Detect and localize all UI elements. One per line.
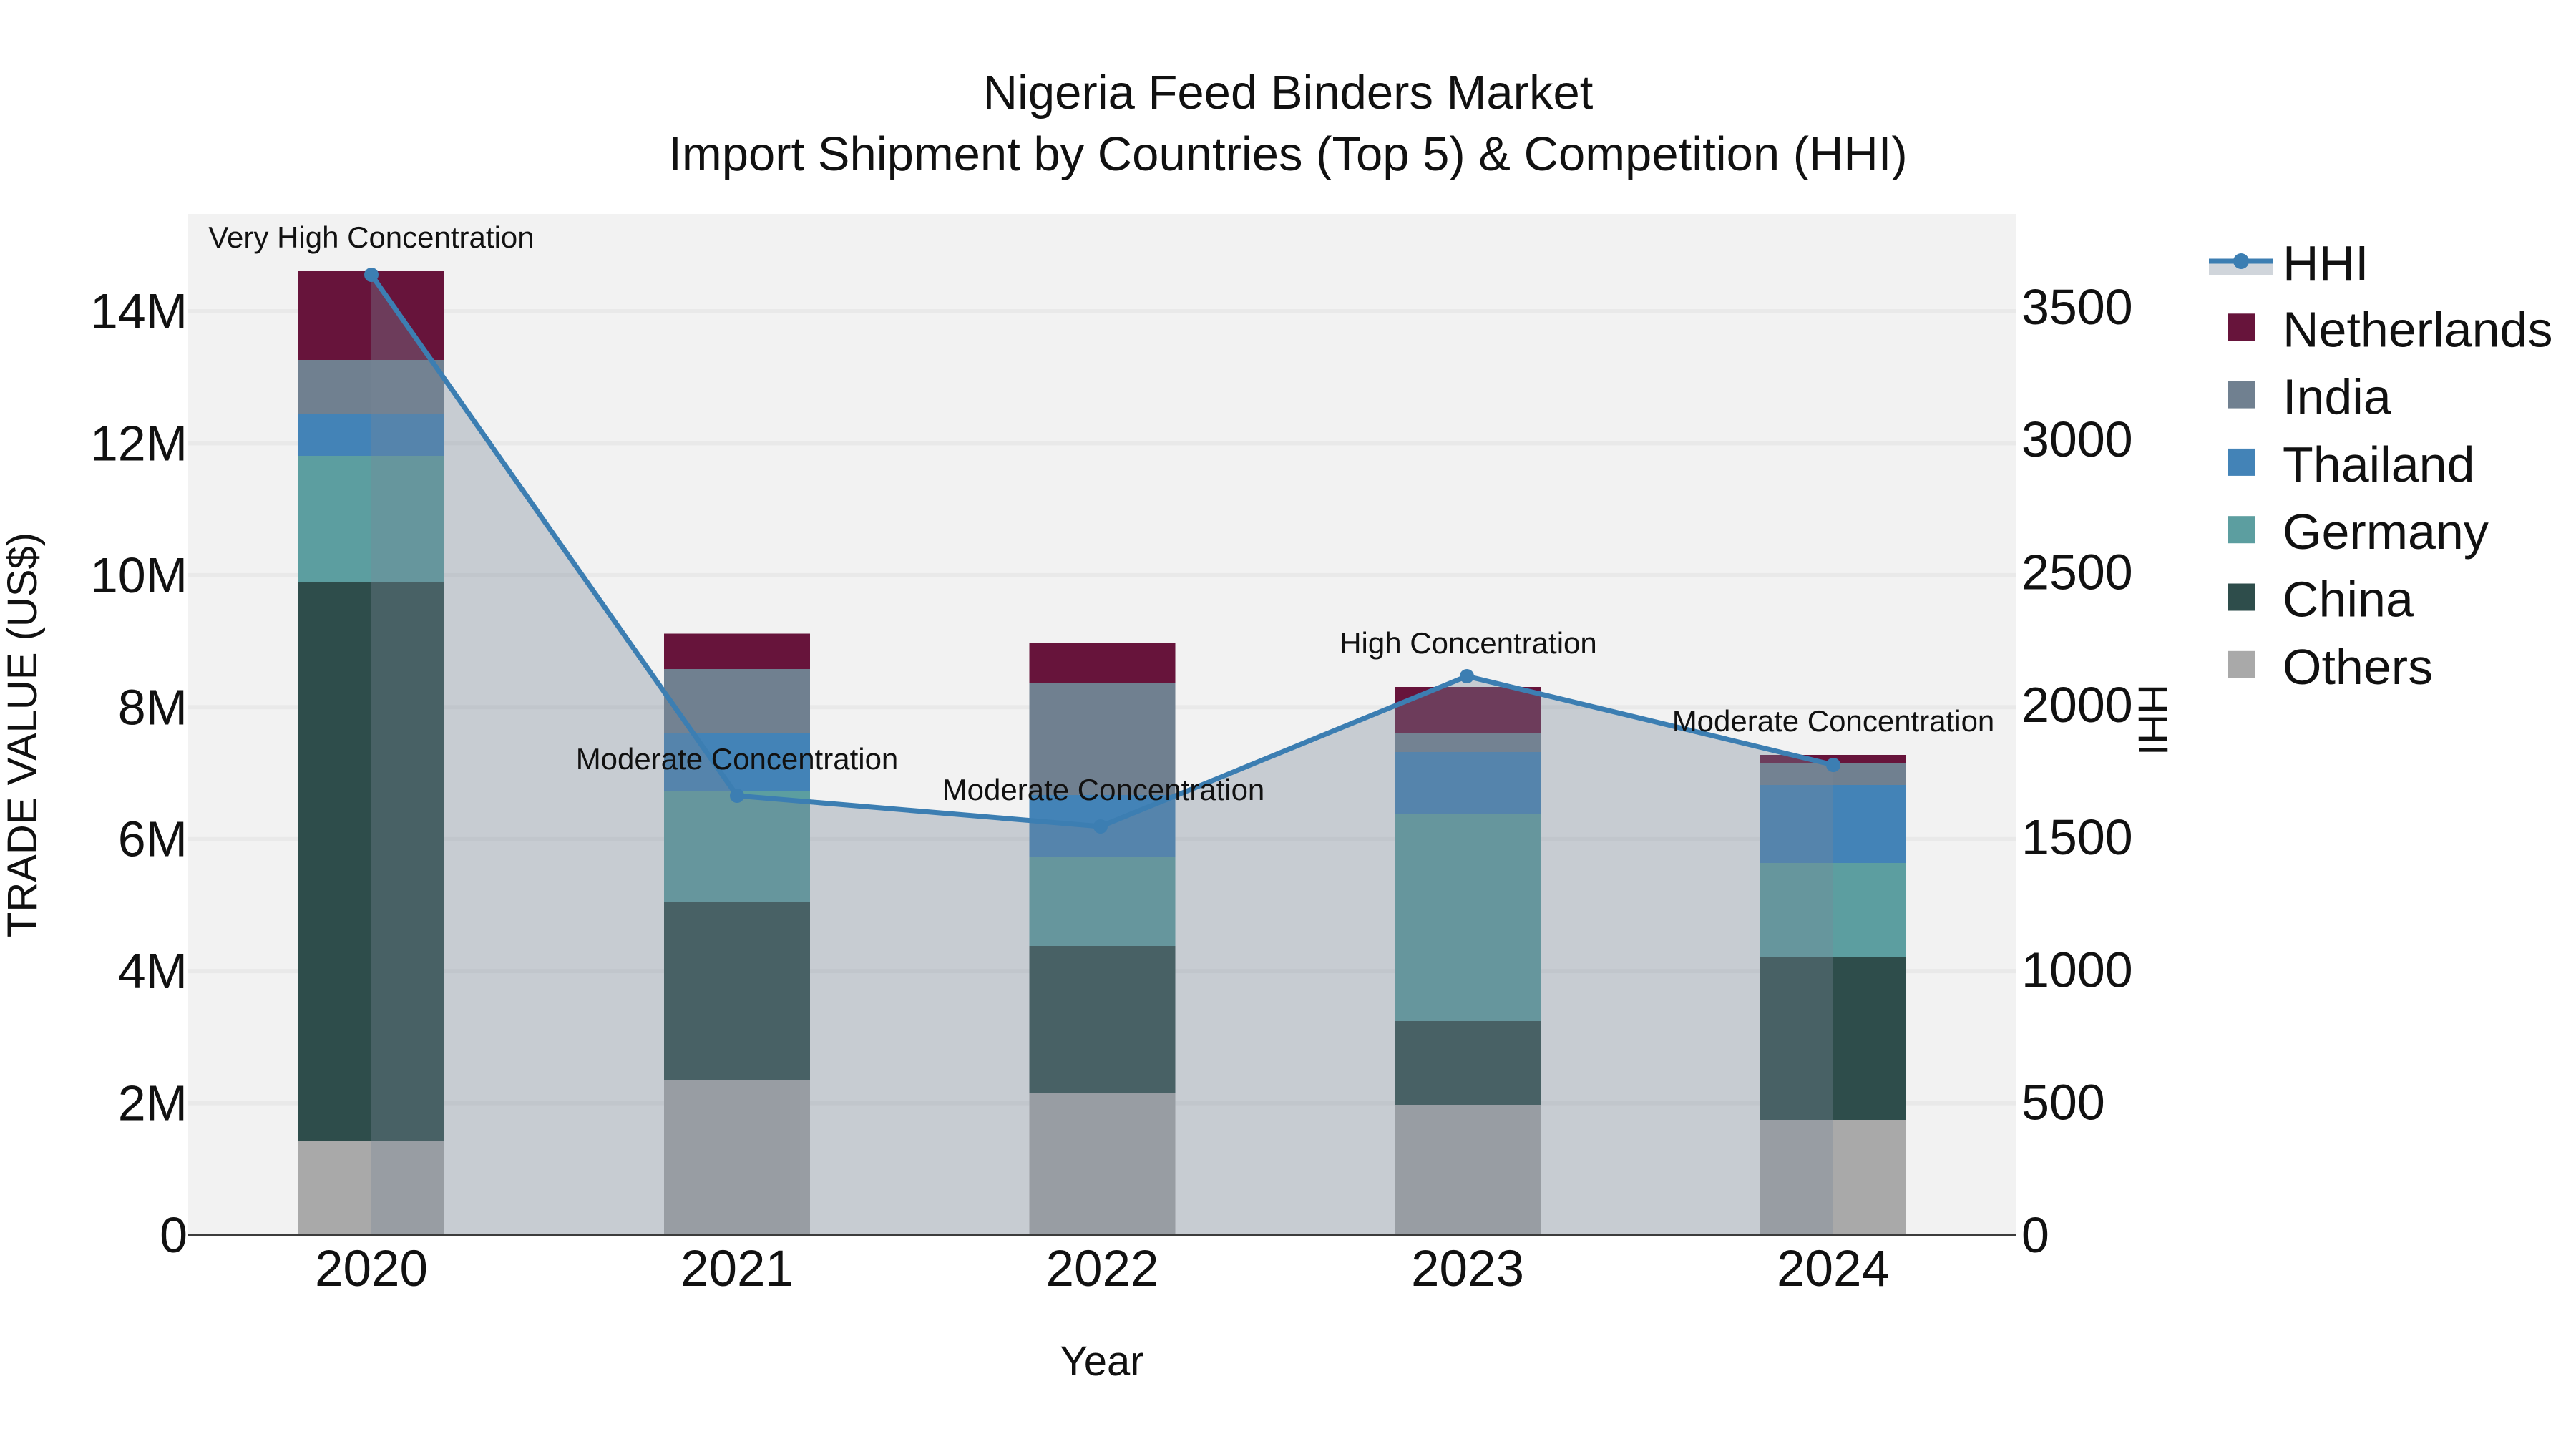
svg-text:TRADE VALUE (US$): TRADE VALUE (US$) xyxy=(0,532,46,937)
svg-text:2021: 2021 xyxy=(680,1241,794,1297)
svg-text:14M: 14M xyxy=(90,283,187,339)
svg-text:2020: 2020 xyxy=(315,1241,428,1297)
svg-text:High Concentration: High Concentration xyxy=(1340,626,1597,660)
svg-text:Moderate Concentration: Moderate Concentration xyxy=(1672,704,1995,738)
svg-text:500: 500 xyxy=(2021,1075,2105,1131)
svg-text:2000: 2000 xyxy=(2021,677,2133,733)
svg-text:Year: Year xyxy=(1060,1338,1143,1385)
svg-text:2024: 2024 xyxy=(1777,1241,1890,1297)
svg-text:6M: 6M xyxy=(118,811,187,867)
svg-text:12M: 12M xyxy=(90,415,187,471)
svg-text:2022: 2022 xyxy=(1046,1241,1159,1297)
svg-text:3000: 3000 xyxy=(2021,411,2133,467)
svg-text:1000: 1000 xyxy=(2021,942,2133,997)
svg-text:India: India xyxy=(2283,369,2391,425)
svg-text:Import Shipment by Countries (: Import Shipment by Countries (Top 5) & C… xyxy=(668,127,1907,181)
svg-text:Moderate Concentration: Moderate Concentration xyxy=(942,773,1265,806)
svg-text:0: 0 xyxy=(2021,1207,2049,1263)
svg-text:2023: 2023 xyxy=(1411,1241,1524,1297)
svg-text:3500: 3500 xyxy=(2021,279,2133,335)
svg-text:2500: 2500 xyxy=(2021,545,2133,600)
svg-text:4M: 4M xyxy=(118,943,187,999)
svg-text:10M: 10M xyxy=(90,547,187,603)
svg-text:0: 0 xyxy=(160,1207,187,1263)
svg-text:HHI: HHI xyxy=(2129,684,2176,756)
svg-text:Thailand: Thailand xyxy=(2283,436,2475,492)
svg-text:2M: 2M xyxy=(118,1075,187,1131)
svg-text:8M: 8M xyxy=(118,679,187,735)
svg-text:China: China xyxy=(2283,572,2414,628)
svg-text:Netherlands: Netherlands xyxy=(2283,301,2552,357)
svg-text:1500: 1500 xyxy=(2021,809,2133,865)
svg-text:HHI: HHI xyxy=(2283,235,2369,291)
svg-text:Very High Concentration: Very High Concentration xyxy=(208,220,534,254)
svg-text:Germany: Germany xyxy=(2283,504,2489,560)
svg-text:Others: Others xyxy=(2283,639,2433,695)
svg-text:Nigeria Feed Binders Market: Nigeria Feed Binders Market xyxy=(983,66,1594,119)
svg-text:Moderate Concentration: Moderate Concentration xyxy=(576,742,899,776)
